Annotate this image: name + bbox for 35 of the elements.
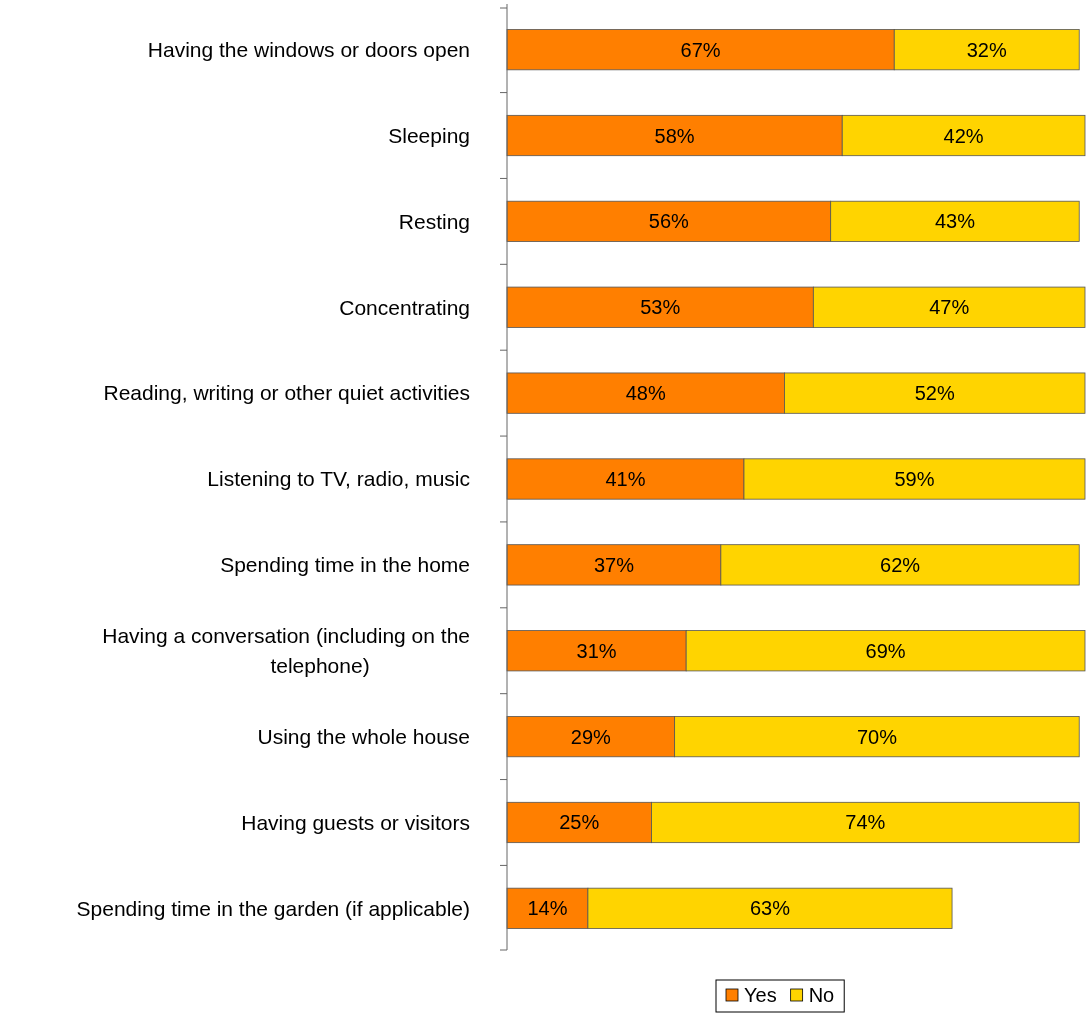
y-tick-label: Spending time in the garden (if applicable) <box>76 896 470 920</box>
data-label: 62% <box>880 553 921 576</box>
data-label: 58% <box>654 124 695 147</box>
data-label: 31% <box>576 639 617 662</box>
data-label: 69% <box>865 639 906 662</box>
y-tick-label: Reading, writing or other quiet activities <box>103 381 470 405</box>
y-tick-label: Listening to TV, radio, music <box>207 467 470 491</box>
data-label: 43% <box>934 210 976 233</box>
data-label: 67% <box>680 38 721 61</box>
y-tick-label: Having the windows or doors open <box>147 38 470 61</box>
data-label: 59% <box>894 468 935 490</box>
data-label: 70% <box>856 725 898 748</box>
y-tick-label: Having guests or visitors <box>241 810 470 834</box>
data-label: 63% <box>749 897 791 920</box>
y-tick-label: Spending time in the home <box>220 553 470 577</box>
data-label: 29% <box>570 725 612 748</box>
data-label: 32% <box>966 38 1007 61</box>
data-label: 74% <box>845 811 886 834</box>
data-label: 14% <box>527 897 568 920</box>
data-label: 53% <box>640 296 681 319</box>
legend-label: No <box>808 984 835 1006</box>
data-label: 41% <box>605 468 646 490</box>
legend-label: Yes <box>744 984 777 1006</box>
y-tick-label: Concentrating <box>339 295 470 319</box>
data-label: 25% <box>559 811 600 834</box>
data-label: 37% <box>593 553 635 576</box>
data-label: 48% <box>625 382 666 405</box>
data-label: 56% <box>648 210 690 233</box>
data-label: 42% <box>943 124 984 147</box>
y-tick-label: Sleeping <box>388 123 470 147</box>
y-tick-label: Using the whole house <box>257 724 470 748</box>
data-label: 52% <box>914 382 955 405</box>
y-tick-label: Resting <box>398 209 470 233</box>
data-label: 47% <box>929 296 970 319</box>
y-tick-label: Having a conversation (including on the telephone) <box>102 624 470 678</box>
